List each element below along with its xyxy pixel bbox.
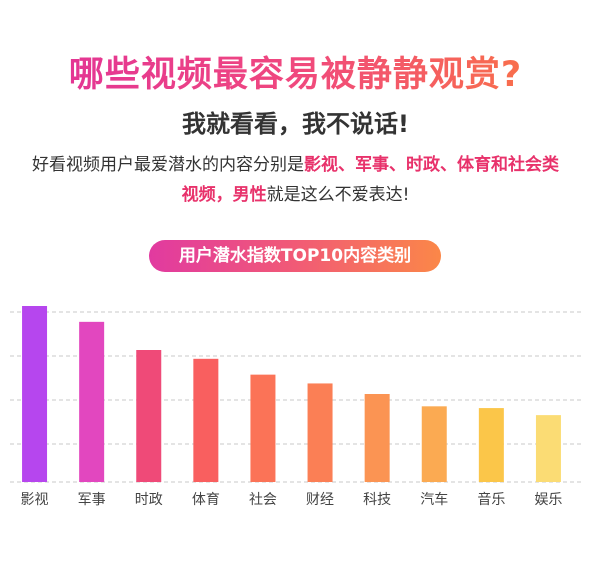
x-tick-label: 军事 <box>78 492 106 508</box>
page-subtitle: 我就看看，我不说话! <box>182 110 409 138</box>
bar-chart: 影视 军事 时政 体育 社会 财经 科技 汽车 音乐 娱乐 <box>10 306 581 508</box>
x-tick-label: 音乐 <box>477 491 505 508</box>
bar-影视 <box>22 306 48 482</box>
x-tick-label: 体育 <box>192 492 220 508</box>
bar-音乐 <box>478 408 504 482</box>
page-title: 哪些视频最容易被静静观赏? <box>0 46 591 97</box>
bar-财经 <box>307 383 333 482</box>
description-highlight-categories: 影视、军事、时政、体育和社会类视频， <box>181 155 559 205</box>
x-tick-label: 娱乐 <box>534 492 562 508</box>
x-tick-label: 时政 <box>135 492 163 508</box>
bar-体育 <box>193 358 219 482</box>
bar-社会 <box>250 374 276 482</box>
x-tick-label: 财经 <box>306 492 334 508</box>
x-tick-label: 汽车 <box>420 491 448 508</box>
bar-娱乐 <box>535 415 561 482</box>
description: 好看视频用户最爱潜水的内容分别是影视、军事、时政、体育和社会类视频，男性就是这么… <box>30 150 561 210</box>
description-text-1: 好看视频用户最爱潜水的内容分别是 <box>32 155 304 175</box>
x-tick-label: 科技 <box>363 492 391 508</box>
description-text-2: 就是这么不爱表达! <box>266 185 410 205</box>
x-tick-label: 社会 <box>249 492 277 508</box>
description-highlight-gender: 男性 <box>232 185 267 205</box>
bar-汽车 <box>421 406 447 482</box>
bar-军事 <box>79 321 105 482</box>
x-tick-label: 影视 <box>21 492 49 508</box>
chart-title-badge: 用户潜水指数TOP10内容类别 <box>149 240 441 272</box>
bar-时政 <box>136 350 162 482</box>
bar-科技 <box>364 394 390 482</box>
